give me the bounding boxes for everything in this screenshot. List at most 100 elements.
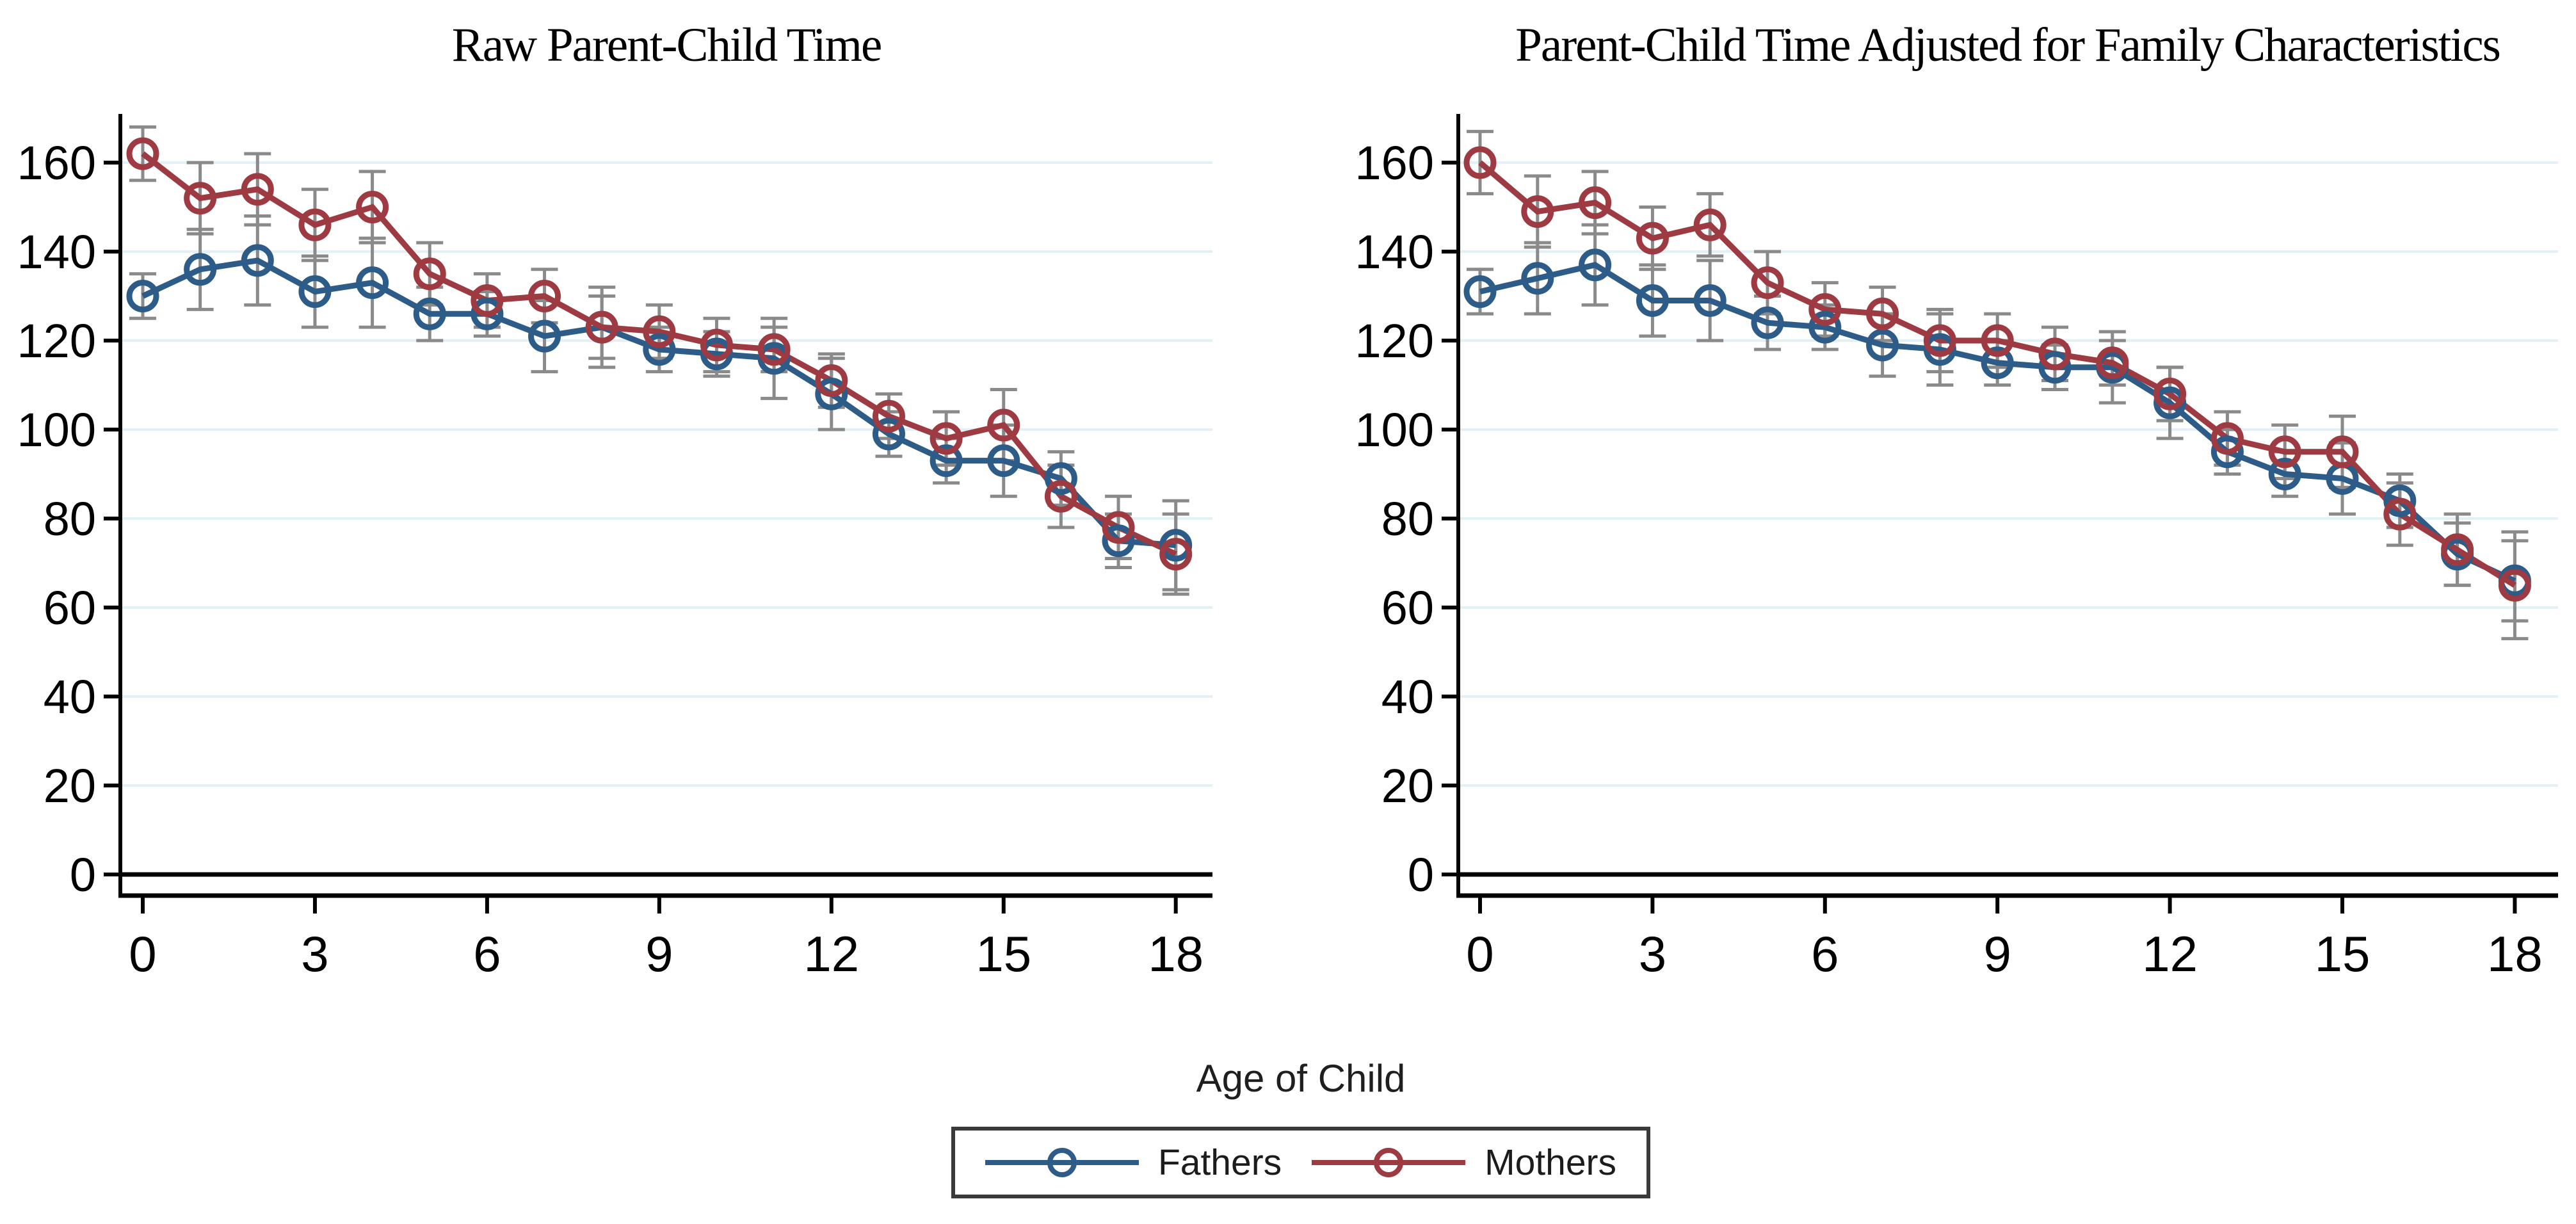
- fathers-marker: [413, 297, 446, 330]
- mothers-marker: [2326, 435, 2359, 469]
- mothers-marker: [298, 208, 332, 241]
- mothers-marker: [2096, 346, 2129, 380]
- x-tick-label: 0: [1466, 926, 1493, 982]
- x-tick-label: 18: [1148, 926, 1203, 982]
- y-tick-label: 20: [44, 759, 96, 812]
- fathers-marker: [1981, 346, 2014, 380]
- legend-item-mothers: Mothers: [1312, 1141, 1616, 1184]
- mothers-line: [141, 151, 1177, 557]
- fathers-marker: [298, 275, 332, 309]
- mothers-marker: [2268, 435, 2301, 469]
- fathers-marker: [2383, 484, 2417, 517]
- legend-label-mothers: Mothers: [1485, 1142, 1617, 1183]
- y-tick-label: 0: [70, 848, 96, 901]
- fathers-marker: [1808, 310, 1842, 344]
- fathers-marker: [126, 280, 159, 312]
- mothers-marker: [872, 399, 905, 433]
- mothers-marker: [757, 333, 791, 366]
- y-tick-label: 120: [17, 314, 96, 367]
- mothers-marker: [2153, 377, 2187, 410]
- y-tick-label: 100: [1355, 403, 1434, 456]
- mothers-line-swatch: [1312, 1148, 1466, 1177]
- mothers-marker: [1981, 324, 2014, 357]
- mothers-marker: [1044, 479, 1077, 513]
- fathers-marker: [815, 377, 848, 410]
- fathers-line: [1479, 262, 2516, 584]
- fathers-marker: [987, 444, 1020, 478]
- x-tick-label: 12: [2142, 926, 2198, 982]
- fathers-marker: [241, 244, 274, 277]
- fathers-marker: [1866, 328, 1899, 362]
- fathers-marker: [528, 319, 561, 353]
- mothers-marker: [1579, 186, 1612, 220]
- mothers-marker: [815, 364, 848, 398]
- y-tick-label: 60: [44, 581, 96, 634]
- y-tick-label: 160: [17, 136, 96, 189]
- mothers-marker: [700, 328, 733, 362]
- mothers-marker: [1102, 511, 1135, 544]
- y-tick-label: 140: [1355, 225, 1434, 278]
- y-tick-label: 40: [44, 670, 96, 723]
- fathers-marker: [2210, 435, 2244, 469]
- mothers-marker: [585, 310, 618, 344]
- mothers-marker: [1636, 221, 1669, 255]
- mothers-marker: [471, 284, 504, 317]
- fathers-marker: [184, 253, 217, 286]
- fathers-marker: [1521, 262, 1554, 295]
- x-tick-label: 6: [473, 926, 501, 982]
- mothers-marker: [1923, 324, 1956, 357]
- x-tick-label: 9: [1984, 926, 2011, 982]
- x-tick-label: 3: [1639, 926, 1666, 982]
- y-tick-label: 120: [1355, 314, 1434, 367]
- x-tick-label: 15: [2315, 926, 2371, 982]
- y-tick-label: 140: [17, 225, 96, 278]
- mothers-marker: [1521, 195, 1554, 228]
- mothers-marker: [1463, 146, 1497, 179]
- x-tick-label: 0: [129, 926, 156, 982]
- mothers-marker: [2210, 422, 2244, 455]
- fathers-marker: [930, 444, 963, 478]
- fathers-line: [141, 257, 1177, 549]
- mothers-marker: [930, 422, 963, 455]
- y-tick-label: 0: [1408, 848, 1434, 901]
- mothers-marker: [2498, 568, 2531, 602]
- fathers-marker: [1044, 462, 1077, 495]
- mothers-marker: [413, 257, 446, 291]
- fathers-marker: [1102, 524, 1135, 558]
- mothers-marker: [643, 315, 676, 348]
- mothers-marker: [184, 182, 217, 215]
- mothers-marker: [2441, 533, 2474, 567]
- mothers-marker: [987, 408, 1020, 442]
- left-chart: 0 20 40 60 80 100 120 140 160 0 3 6 9 12 15 18: [17, 114, 1212, 982]
- y-tick-label: 40: [1381, 670, 1434, 723]
- y-tick-label: 80: [1381, 492, 1434, 545]
- mothers-marker: [528, 280, 561, 312]
- fathers-marker: [1463, 275, 1497, 309]
- right-chart-title: Parent-Child Time Adjusted for Family Ch…: [1515, 19, 2501, 72]
- y-tick-label: 100: [17, 403, 96, 456]
- x-tick-label: 12: [803, 926, 859, 982]
- fathers-marker: [1751, 306, 1784, 339]
- fathers-marker: [2268, 458, 2301, 490]
- mothers-marker: [1808, 293, 1842, 326]
- x-tick-label: 6: [1811, 926, 1839, 982]
- legend-item-fathers: Fathers: [985, 1141, 1282, 1184]
- x-tick-label: 3: [301, 926, 328, 982]
- mothers-marker: [241, 173, 274, 206]
- fathers-line-swatch: [985, 1148, 1139, 1177]
- x-tick-label: 9: [645, 926, 673, 982]
- x-tick-label: 18: [2487, 926, 2543, 982]
- fathers-marker: [643, 333, 676, 366]
- x-axis-title: Age of Child: [1196, 1057, 1406, 1100]
- mothers-marker: [1751, 266, 1784, 300]
- fathers-marker: [2038, 351, 2072, 384]
- mothers-marker: [356, 191, 389, 223]
- mothers-marker: [1866, 297, 1899, 330]
- x-tick-label: 15: [976, 926, 1031, 982]
- fathers-marker: [1579, 248, 1612, 282]
- fathers-marker: [1636, 284, 1669, 317]
- y-tick-label: 60: [1381, 581, 1434, 634]
- y-tick-label: 80: [44, 492, 96, 545]
- mothers-line: [1478, 160, 2516, 588]
